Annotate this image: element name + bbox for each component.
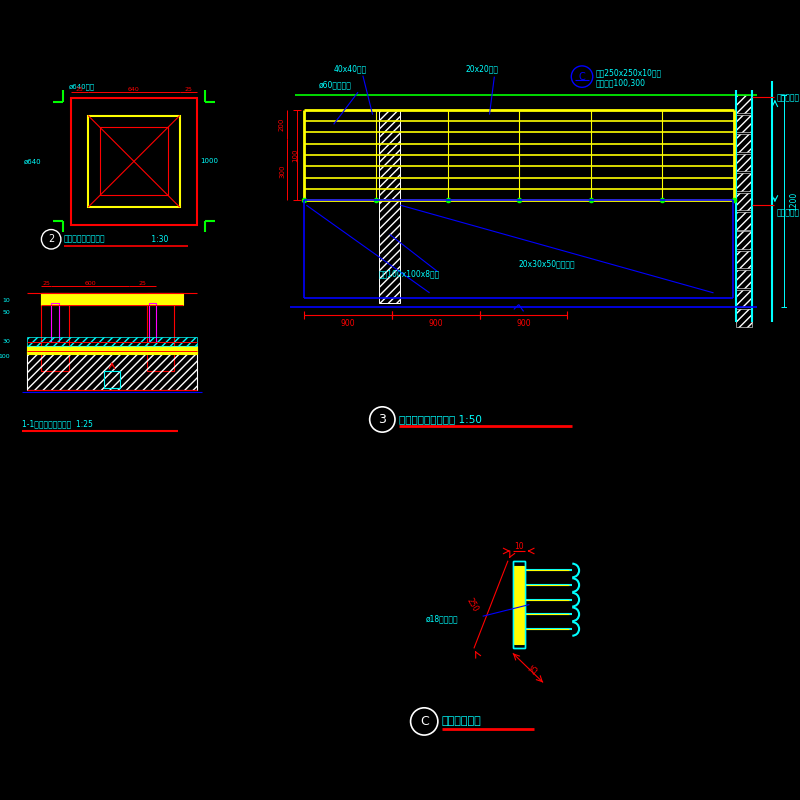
Text: 25: 25	[75, 86, 83, 92]
Text: C: C	[420, 715, 429, 728]
Text: 50: 50	[2, 310, 10, 315]
Bar	[736, 212, 753, 230]
Bar	[51, 302, 59, 342]
Text: 900: 900	[516, 318, 531, 327]
Bar	[26, 346, 198, 354]
Text: 天棚检修孔顶平面图: 天棚检修孔顶平面图	[64, 234, 106, 244]
Text: ø640顶板: ø640顶板	[69, 83, 95, 90]
Text: C: C	[578, 72, 586, 82]
Text: 20x20方钢: 20x20方钢	[465, 64, 498, 74]
Text: 中心距离100,300: 中心距离100,300	[596, 78, 646, 87]
Text: 200: 200	[279, 118, 285, 131]
Text: 10: 10	[514, 542, 523, 550]
Bar	[736, 95, 753, 113]
Text: 640: 640	[128, 86, 140, 92]
Text: 900: 900	[429, 318, 443, 327]
Text: 槽钢100x100x8钢板: 槽钢100x100x8钢板	[379, 269, 440, 278]
Text: 1000: 1000	[200, 158, 218, 164]
Text: 900: 900	[341, 318, 355, 327]
Bar	[88, 115, 180, 207]
Bar	[42, 293, 182, 305]
Text: 25: 25	[185, 86, 193, 92]
Bar	[149, 302, 156, 342]
Bar	[736, 193, 753, 210]
Bar	[146, 293, 174, 370]
Bar	[736, 173, 753, 190]
Bar	[736, 310, 753, 327]
Text: 10: 10	[2, 298, 10, 303]
Bar	[736, 270, 753, 288]
Text: 25: 25	[138, 281, 146, 286]
Bar	[514, 566, 523, 643]
Text: ø60千秋钢管: ø60千秋钢管	[319, 80, 352, 89]
Text: 250: 250	[465, 596, 480, 613]
Text: 屋面检修平台剖面图 1:50: 屋面检修平台剖面图 1:50	[399, 414, 482, 425]
Text: 30: 30	[2, 339, 10, 344]
Text: 预埋250x250x10钢板: 预埋250x250x10钢板	[596, 68, 662, 78]
Text: 1200: 1200	[790, 192, 798, 211]
Text: 见建筑平面: 见建筑平面	[777, 93, 800, 102]
Text: 2: 2	[48, 234, 54, 244]
Text: ø18连钩钢筋: ø18连钩钢筋	[426, 614, 458, 624]
Bar	[70, 98, 198, 225]
Bar	[736, 290, 753, 307]
Bar	[736, 231, 753, 249]
Bar	[736, 114, 753, 132]
Bar	[42, 293, 69, 370]
Text: 1-1天棚检修孔剖面图  1:25: 1-1天棚检修孔剖面图 1:25	[22, 420, 93, 429]
Text: 300: 300	[279, 164, 285, 178]
Text: 见建筑平面: 见建筑平面	[777, 208, 800, 217]
Text: 25: 25	[42, 281, 50, 286]
Bar	[736, 134, 753, 152]
Bar	[26, 337, 198, 346]
Text: 600: 600	[84, 281, 96, 286]
Text: 100: 100	[293, 148, 298, 162]
Text: 25: 25	[529, 663, 542, 676]
Text: 1:30: 1:30	[149, 234, 168, 244]
Bar	[100, 127, 168, 195]
Text: ø640: ø640	[24, 158, 42, 164]
Bar	[26, 351, 198, 390]
Bar	[736, 251, 753, 269]
Bar	[513, 561, 525, 648]
Text: 100: 100	[0, 354, 10, 358]
Text: 3: 3	[378, 413, 386, 426]
Text: 20x30x50钢板焊接: 20x30x50钢板焊接	[518, 259, 575, 268]
Bar	[379, 110, 400, 302]
Text: 40x40方钢: 40x40方钢	[334, 64, 367, 74]
Text: 预埋件放大图: 预埋件放大图	[442, 717, 482, 726]
Bar	[104, 370, 120, 388]
Bar	[736, 154, 753, 171]
